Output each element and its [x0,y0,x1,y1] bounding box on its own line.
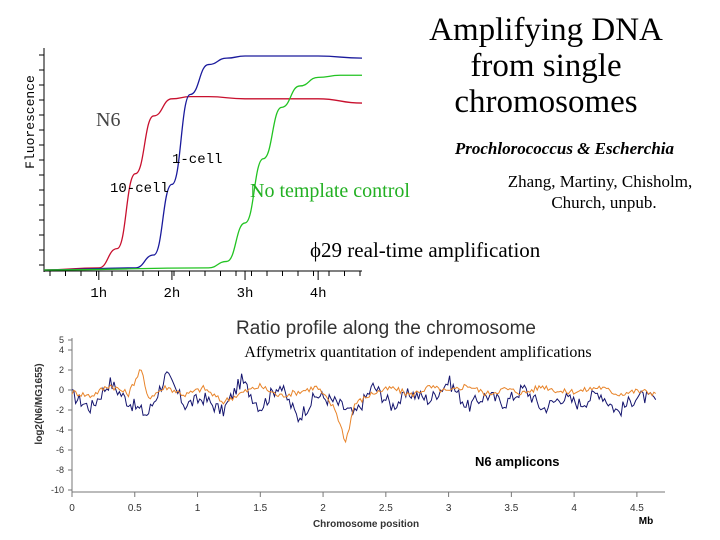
ratio-legend-entry: N6 amplicons [475,454,560,469]
slide-title-line-3: chromosomes [454,84,637,120]
y-tick-label: 5 [59,335,64,345]
x-tick-label: 3.5 [504,503,518,514]
y-tick-label: -2 [56,405,64,415]
y-tick-label: 2 [59,365,64,375]
x-tick-label: 2h [164,286,181,302]
x-tick-label: 1h [90,286,107,302]
ten-cell-label: 10-cell [110,181,169,197]
authors-line-2: Church, unpub. [551,193,656,212]
realtime-caption: ϕ29 real-time amplification [310,238,541,262]
y-tick-label: -6 [56,445,64,455]
primer-label: N6 [96,109,120,131]
ratio-series-line [71,371,657,424]
x-tick-label: 4 [571,503,577,514]
x-tick-label: 2.5 [379,503,393,514]
x-tick-label: 0 [69,503,75,514]
ratio-x-label: Chromosome position [313,519,419,530]
amplification-chart: 1h 2h 3h 4h Fluorescence N6 1-cell 10-cell … [23,48,410,302]
x-tick-label: 4h [310,286,327,302]
series-line [43,74,362,271]
ratio-series-line [71,369,656,444]
no-template-control-label: No template control [250,180,410,202]
x-tick-label: 3h [237,286,254,302]
ratio-profile-chart: Ratio profile along the chromosome Affym… [34,318,665,530]
y-tick-label: 0 [59,385,64,395]
ratio-x-unit: Mb [639,516,653,527]
amplification-plot-area [44,48,362,270]
ratio-series [71,369,657,444]
ratio-y-label: log2(N6/MG1655) [34,363,45,444]
ratio-profile-title: Ratio profile along the chromosome [236,318,536,339]
y-tick-label: -8 [56,465,64,475]
amplification-y-minor-ticks [39,54,44,266]
x-tick-label: 1 [195,503,201,514]
organisms-label: Prochlorococcus & Escherchia [454,139,675,158]
ratio-x-ticks: 0 0.5 1 1.5 2 2.5 3 3.5 4 4.5 [69,492,644,514]
x-tick-label: 0.5 [128,503,142,514]
series-line [43,96,363,271]
x-tick-label: 3 [446,503,452,514]
x-tick-label: 1.5 [253,503,267,514]
authors-line-1: Zhang, Martiny, Chisholm, [508,172,692,191]
affymetrix-caption: Affymetrix quantitation of independent a… [244,344,591,361]
y-tick-label: -10 [51,485,64,495]
amplification-series [43,55,363,271]
ratio-y-ticks: 54 2 0 -2 -4 -6 -8 -10 [51,335,72,495]
one-cell-label: 1-cell [172,152,222,168]
series-line [43,55,363,271]
amplification-y-label: Fluorescence [23,75,38,169]
slide-title-line-2: from single [470,48,621,84]
x-tick-label: 4.5 [630,503,644,514]
x-tick-label: 2 [320,503,326,514]
y-tick-label: -4 [56,425,64,435]
amplification-x-ticks: 1h 2h 3h 4h [49,271,361,302]
y-tick-label: 4 [59,345,64,355]
slide-title-line-1: Amplifying DNA [429,12,663,48]
